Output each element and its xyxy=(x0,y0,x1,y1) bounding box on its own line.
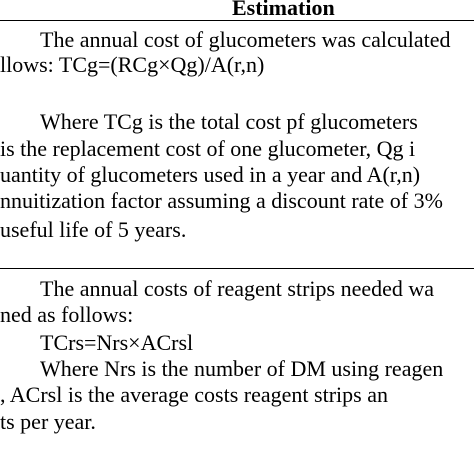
cell-text-line: TCrs=Nrs×ACrsl xyxy=(40,330,194,355)
cell-text-line: ts per year. xyxy=(0,409,96,434)
cell-text-line: , ACrsl is the average costs reagent str… xyxy=(0,382,388,407)
cell-text-line: ned as follows: xyxy=(0,302,134,327)
cell-text-line: Where TCg is the total cost pf glucomete… xyxy=(40,109,418,134)
cell-text-line: is the replacement cost of one glucomete… xyxy=(0,136,416,161)
cell-text-line: uantity of glucometers used in a year an… xyxy=(0,162,421,187)
header-divider xyxy=(0,20,474,21)
cell-text-line: llows: TCg=(RCg×Qg)/A(r,n) xyxy=(0,52,265,77)
cell-text-line: useful life of 5 years. xyxy=(0,217,187,242)
column-header-estimation: Estimation xyxy=(232,0,335,20)
table-header-row: Estimation xyxy=(0,0,474,20)
cell-text-line: Where Nrs is the number of DM using reag… xyxy=(40,356,444,381)
cell-text-line: The annual costs of reagent strips neede… xyxy=(40,276,435,301)
cell-text-line: The annual cost of glucometers was calcu… xyxy=(40,27,451,52)
cell-text-line: nnuitization factor assuming a discount … xyxy=(0,188,443,213)
row-divider xyxy=(0,268,474,269)
